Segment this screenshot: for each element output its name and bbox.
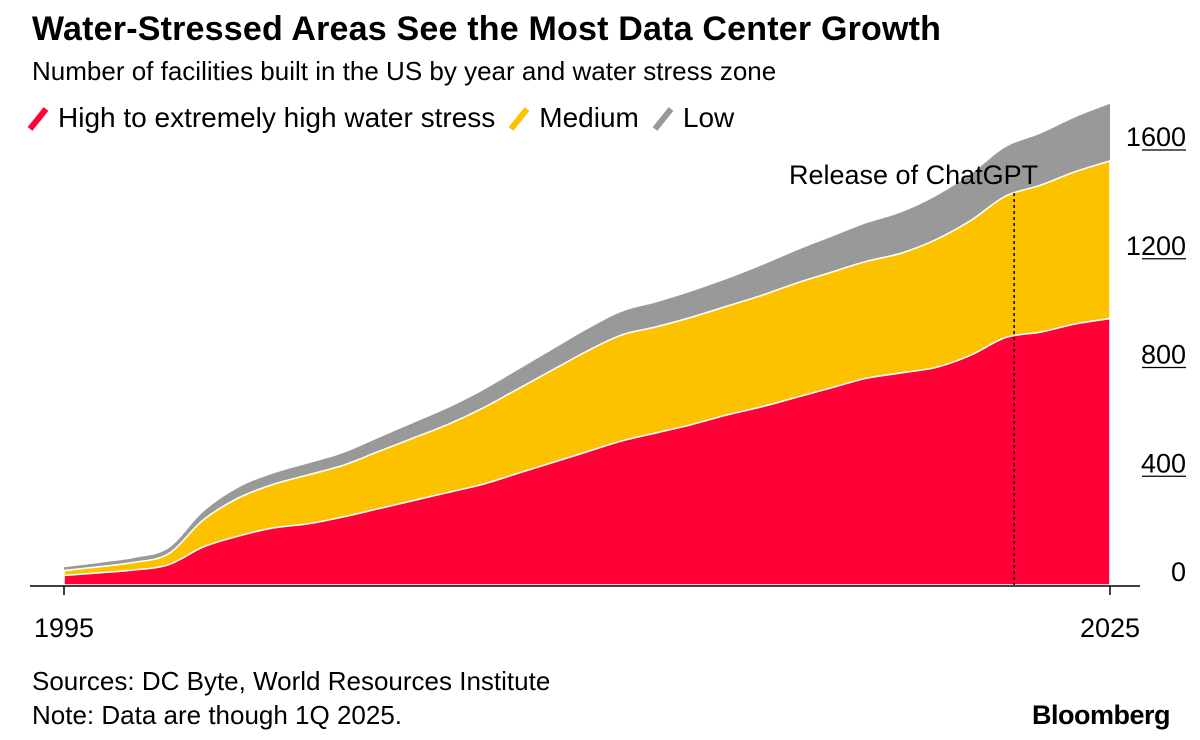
chart-footer: Sources: DC Byte, World Resources Instit… (32, 664, 550, 732)
x-tick-label-1995: 1995 (34, 613, 94, 643)
legend-item-high: High to extremely high water stress (26, 102, 495, 134)
y-tick-label-400: 400 (1141, 448, 1186, 478)
chart-title: Water-Stressed Areas See the Most Data C… (32, 10, 942, 48)
legend-item-medium: Medium (507, 102, 639, 134)
legend-swatch-line-high (27, 107, 49, 131)
y-tick-label-0: 0 (1171, 557, 1186, 587)
legend-item-low: Low (651, 102, 734, 134)
area-series-high (63, 317, 1111, 586)
sources-text: Sources: DC Byte, World Resources Instit… (32, 666, 551, 696)
legend-swatch-line-medium (508, 107, 530, 131)
annotation-label: Release of ChatGPT (789, 160, 1038, 190)
y-tick-label-1200: 1200 (1126, 231, 1186, 261)
bloomberg-logo: Bloomberg (1031, 700, 1171, 730)
x-tick-label-2025: 2025 (1080, 613, 1140, 643)
legend-label-medium: Medium (539, 102, 639, 133)
y-tick-label-1600: 1600 (1126, 122, 1186, 152)
chart-legend: High to extremely high water stress Medi… (26, 100, 746, 136)
y-tick-label-800: 800 (1141, 340, 1186, 370)
note-text: Note: Data are though 1Q 2025. (32, 700, 403, 730)
legend-label-high: High to extremely high water stress (58, 102, 496, 133)
legend-swatch-low (652, 107, 674, 131)
chart-subtitle: Number of facilities built in the US by … (32, 56, 777, 86)
legend-label-low: Low (682, 102, 735, 133)
legend-swatch-medium (508, 107, 530, 131)
legend-swatch-high (27, 107, 49, 131)
legend-swatch-line-low (652, 107, 674, 131)
